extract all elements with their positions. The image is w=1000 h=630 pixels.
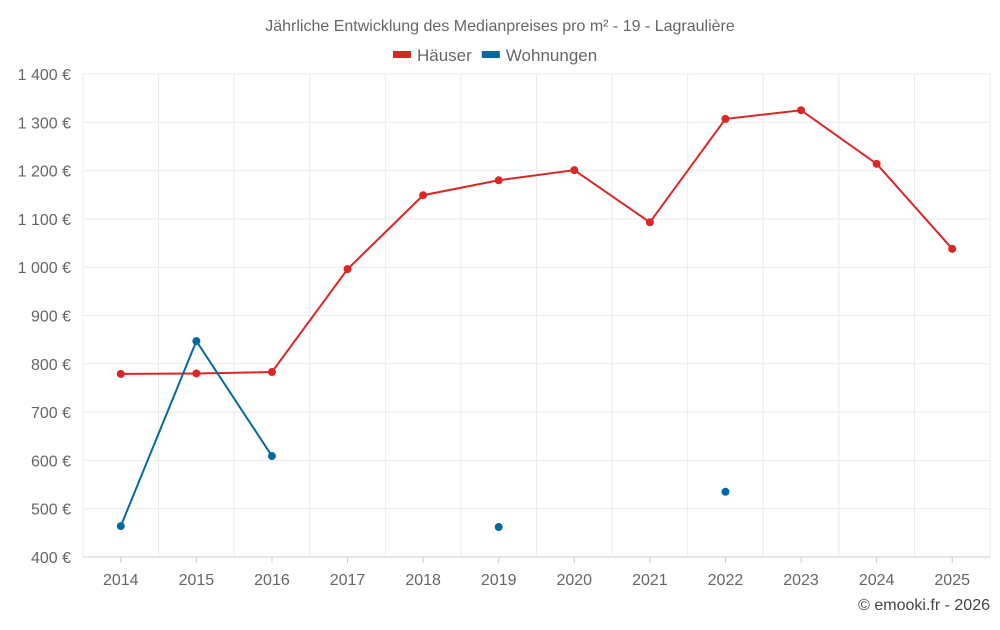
series [116,106,957,532]
data-point [419,191,428,200]
x-tick-label: 2014 [103,572,139,589]
legend: Häuser Wohnungen [393,46,597,65]
legend-swatch-1 [481,51,500,58]
x-tick-label: 2015 [179,572,215,589]
x-tick-label: 2024 [859,572,895,589]
series-line-Wohnungen [119,338,273,527]
x-tick-label: 2017 [330,572,366,589]
x-tick-label: 2021 [632,572,668,589]
grid [82,73,991,558]
credit: © emooki.fr - 2026 [858,597,990,614]
legend-label: Wohnungen [506,46,597,65]
data-point [948,244,957,253]
data-point [645,218,654,227]
x-tick-label: 2025 [934,572,970,589]
data-point [116,522,125,531]
data-point [721,487,730,496]
y-tick-label: 600 € [31,453,71,470]
legend-label: Häuser [417,46,472,65]
x-tick-label: 2023 [783,572,819,589]
y-tick-label: 800 € [31,357,71,374]
data-point [116,369,125,378]
y-tick-label: 1 400 € [18,67,71,84]
data-point [721,114,730,123]
series-line-Häuser [120,109,953,375]
data-point [192,369,201,378]
data-point [494,523,503,532]
data-point [570,166,579,175]
data-point [343,265,352,274]
legend-swatch-0 [393,51,411,58]
x-tick-label: 2019 [481,572,517,589]
x-tick-label: 2022 [708,572,744,589]
data-point [797,106,806,115]
y-tick-label: 700 € [31,405,71,422]
data-point [267,368,276,377]
data-point [192,337,201,346]
y-tick-label: 900 € [31,309,71,326]
y-tick-label: 1 100 € [18,212,71,229]
y-tick-label: 1 200 € [18,164,71,181]
y-tick-label: 1 300 € [18,115,71,132]
y-tick-label: 400 € [31,550,71,567]
data-point [267,452,276,461]
axes: 400 € 500 € 600 € 700 € 800 € 900 € 1 000 € 1 1… [18,67,970,589]
chart-title: Jährliche Entwicklung des Medianpreises … [265,18,735,35]
x-tick-label: 2020 [556,572,592,589]
y-tick-label: 500 € [31,502,71,519]
data-point [872,159,881,168]
x-tick-label: 2016 [254,572,290,589]
x-tick-label: 2018 [405,572,441,589]
y-tick-label: 1 000 € [18,260,71,277]
data-point [494,176,503,185]
